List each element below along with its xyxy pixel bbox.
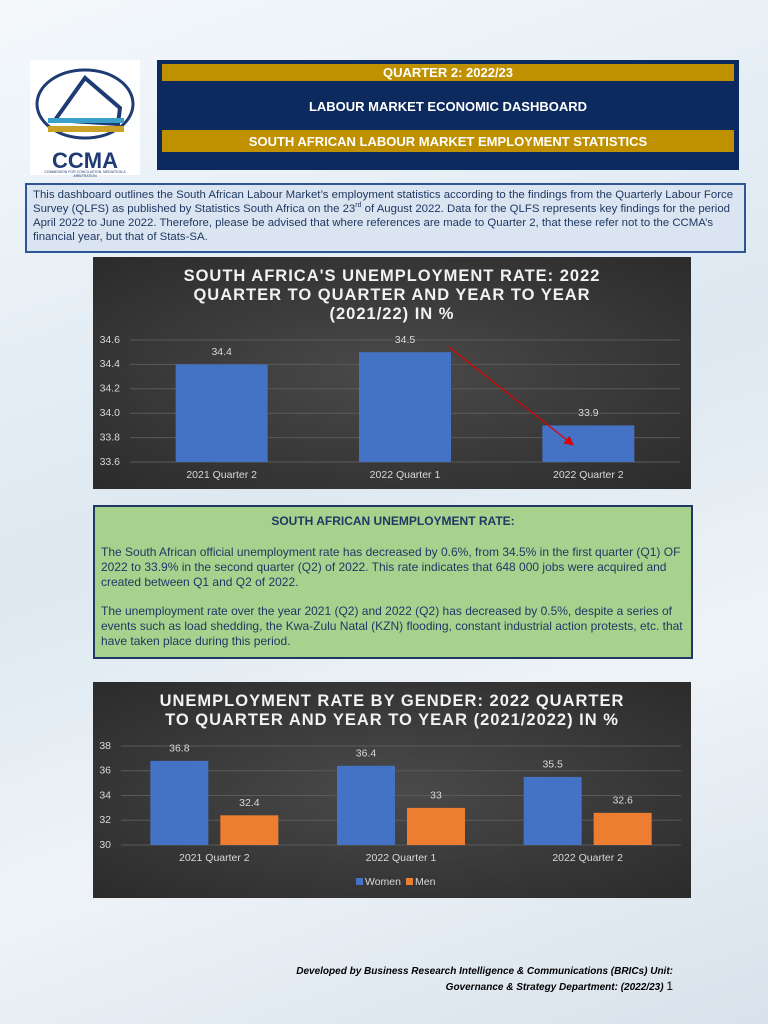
footer-line: Developed by Business Research Intellige… — [296, 966, 673, 977]
x-tick-label: 2021 Quarter 2 — [179, 852, 250, 864]
legend-label: Women — [365, 876, 401, 888]
bar — [150, 760, 209, 845]
bar — [359, 352, 451, 462]
header-subtitle: SOUTH AFRICAN LABOUR MARKET EMPLOYMENT S… — [162, 130, 734, 152]
y-tick-label: 34 — [99, 789, 111, 801]
trend-arrow — [448, 346, 574, 446]
summary-paragraph: The South African official unemployment … — [101, 545, 681, 589]
data-label: 33 — [430, 790, 442, 802]
logo: CCMA COMMISSION FOR CONCILIATION, MEDIAT… — [30, 60, 140, 178]
legend-swatch — [406, 878, 413, 885]
bar — [523, 776, 582, 845]
y-tick-label: 33.6 — [100, 456, 121, 468]
logo-mark — [35, 68, 135, 140]
summary-paragraph: The unemployment rate over the year 2021… — [101, 604, 683, 648]
data-label: 36.8 — [169, 743, 190, 755]
chart-title: UNEMPLOYMENT RATE BY GENDER: 2022 QUARTE… — [159, 692, 625, 729]
bar — [175, 364, 268, 462]
bar — [337, 765, 395, 845]
logo-name: CCMA — [52, 148, 118, 173]
chart: UNEMPLOYMENT RATE BY GENDER: 2022 QUARTE… — [93, 682, 691, 898]
x-tick-label: 2022 Quarter 2 — [552, 852, 623, 864]
y-tick-label: 34.6 — [100, 334, 121, 346]
data-label: 32.6 — [612, 795, 633, 807]
data-label: 36.4 — [356, 748, 377, 760]
intro-sup: rd — [355, 202, 362, 210]
y-tick-label: 38 — [99, 740, 111, 752]
intro-text: This dashboard outlines the South Africa… — [33, 189, 734, 215]
bar — [542, 425, 635, 462]
y-tick-label: 34.0 — [100, 407, 121, 419]
y-tick-label: 32 — [99, 814, 111, 826]
legend-label: Men — [415, 876, 436, 888]
chart-plot: 33.6 33.8 34.0 34.2 34.4 34.6 2021 Quarter 2 34… — [100, 334, 680, 481]
data-label: 34.4 — [211, 346, 232, 358]
summary: SOUTH AFRICAN UNEMPLOYMENT RATE: The Sou… — [93, 505, 693, 659]
bar — [220, 815, 279, 845]
y-tick-label: 34.4 — [100, 358, 121, 370]
x-tick-label: 2021 Quarter 2 — [186, 469, 257, 481]
data-label: 35.5 — [542, 759, 563, 771]
page-number: 1 — [666, 979, 673, 993]
y-tick-label: 30 — [99, 839, 111, 851]
intro-text: of August 2022. Data for the QLFS repres… — [33, 203, 731, 243]
intro: This dashboard outlines the South Africa… — [25, 183, 746, 253]
header: QUARTER 2: 2022/23 LABOUR MARKET ECONOMI… — [157, 60, 739, 170]
chart-plot: 30 32 34 36 38 2021 Quarter 2 36.8 32.4 2022 Qua… — [99, 740, 681, 888]
y-tick-label: 34.2 — [100, 383, 121, 395]
x-tick-label: 2022 Quarter 1 — [366, 852, 437, 864]
x-tick-label: 2022 Quarter 1 — [370, 469, 441, 481]
footer-line: Governance & Strategy Department: (2022/… — [296, 979, 673, 995]
data-label: 32.4 — [239, 797, 260, 809]
chart-title: SOUTH AFRICA'S UNEMPLOYMENT RATE: 2022 Q… — [183, 267, 601, 323]
chart: SOUTH AFRICA'S UNEMPLOYMENT RATE: 2022 Q… — [93, 257, 691, 489]
logo-subtitle: COMMISSION FOR CONCILIATION, MEDIATION &… — [44, 170, 126, 178]
x-tick-label: 2022 Quarter 2 — [553, 469, 624, 481]
bar — [593, 812, 652, 845]
header-title: LABOUR MARKET ECONOMIC DASHBOARD — [308, 98, 588, 114]
footer-text: Governance & Strategy Department: (2022/… — [445, 982, 664, 993]
y-tick-label: 33.8 — [100, 431, 121, 443]
bar — [407, 807, 465, 845]
data-label: 34.5 — [395, 334, 416, 346]
legend-swatch — [356, 878, 363, 885]
header-quarter: QUARTER 2: 2022/23 — [162, 64, 734, 81]
summary-title: SOUTH AFRICAN UNEMPLOYMENT RATE: — [271, 514, 515, 528]
data-label: 33.9 — [578, 407, 599, 419]
footer: Developed by Business Research Intellige… — [296, 965, 673, 995]
y-tick-label: 36 — [99, 765, 111, 777]
